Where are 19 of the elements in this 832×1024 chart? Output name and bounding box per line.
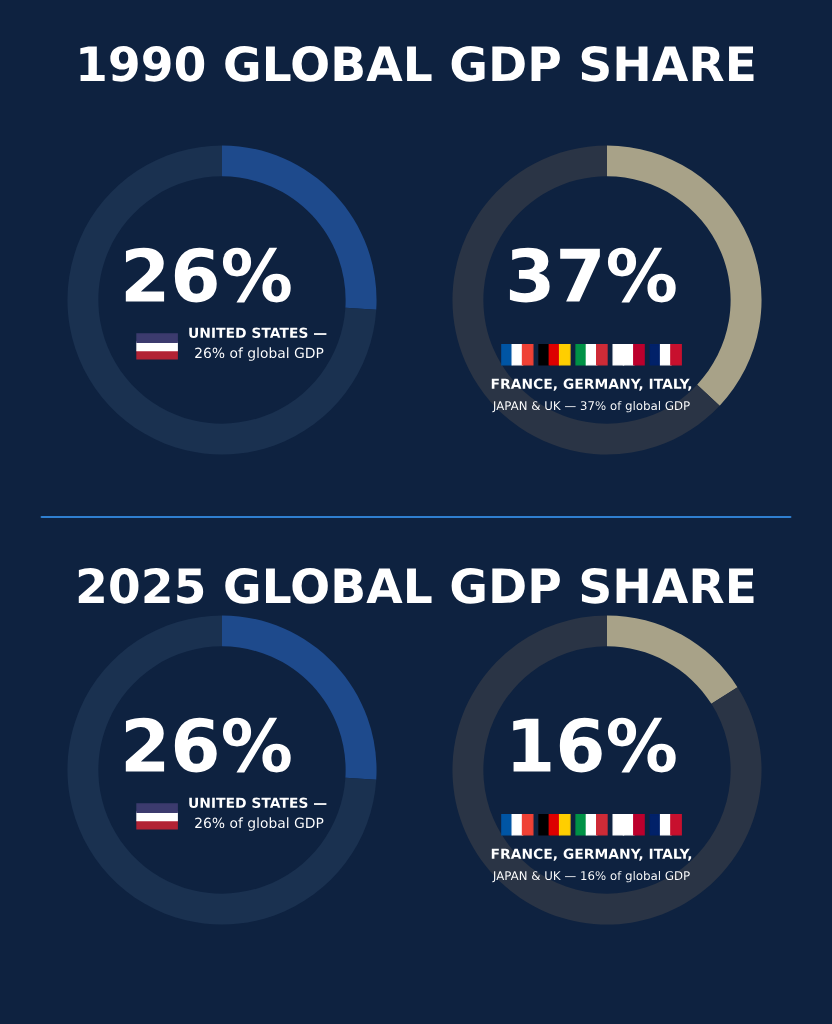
text: 16% [513,717,676,773]
chart-title: 2025 GLOBAL GDP SHARE [78,567,754,604]
donut-slice [607,615,738,704]
donut-slice [452,145,720,455]
chart-title: 1990 GLOBAL GDP SHARE [80,45,754,82]
text: UNITED STATES — [189,327,327,339]
text: 37% [509,247,676,303]
text: 26% of global GDP [195,347,324,361]
text: 26% [125,247,291,303]
donut-slice [67,615,377,925]
text: 26% [125,717,291,773]
text: 26% of global GDP [195,817,324,831]
text: JAPAN & UK — 37% of global GDP [492,400,690,413]
donut-slice [452,615,762,925]
text: FRANCE, GERMANY, ITALY, [491,848,692,861]
text: JAPAN & UK — 16% of global GDP [492,870,690,883]
donut-slice [67,145,377,455]
text: UNITED STATES — [189,797,327,809]
text: FRANCE, GERMANY, ITALY, [491,378,692,391]
